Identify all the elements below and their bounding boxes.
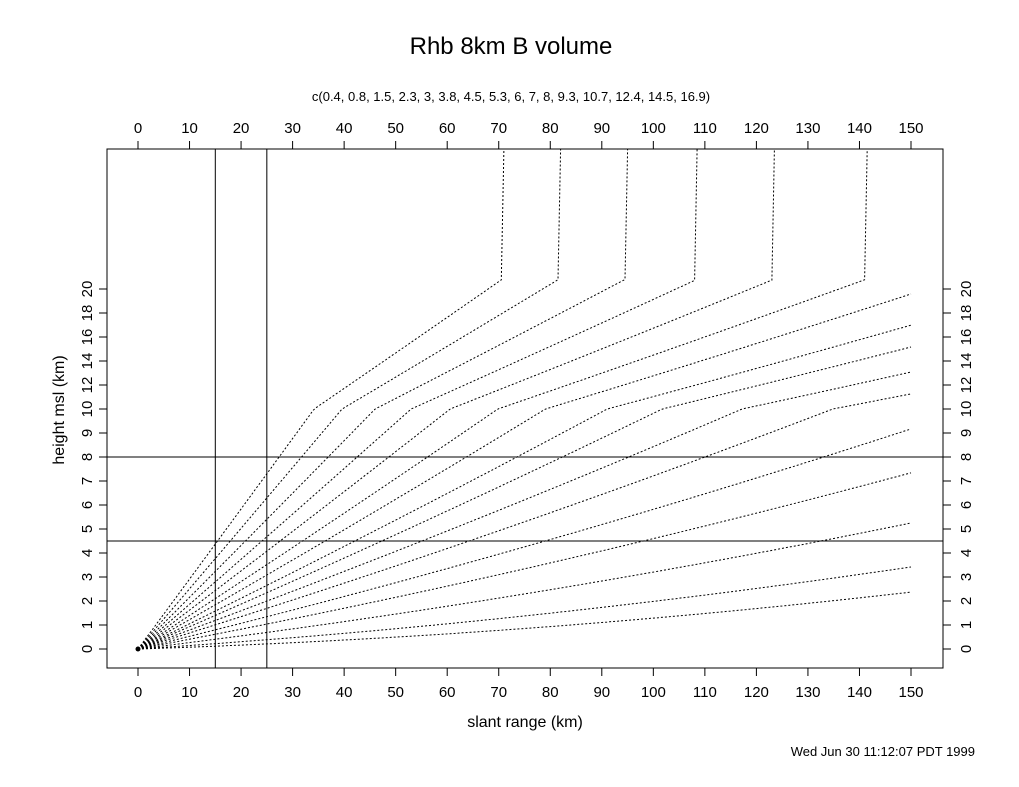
beam-line-0.4 [137,591,912,650]
beam-line-12.4 [137,148,629,650]
y-tick-label-left: 20 [79,281,96,298]
plot-frame [106,148,944,669]
x-tick-label-bottom: 140 [847,684,872,701]
x-tick-label-bottom: 110 [693,684,717,701]
x-tick-label-bottom: 100 [641,684,666,701]
x-tick-label-top: 100 [641,120,666,137]
y-tick-label-right: 7 [958,477,975,485]
y-tick-label-left: 3 [79,573,96,581]
x-tick-label-top: 20 [233,120,250,137]
y-tick-label-left: 8 [79,453,96,461]
y-tick-label-left: 4 [79,549,96,557]
y-tick-label-left: 10 [79,401,96,418]
y-tick-label-left: 2 [79,597,96,605]
x-tick-label-bottom: 150 [898,684,923,701]
beam-line-1.5 [137,522,912,650]
chart-title: Rhb 8km B volume [410,33,613,60]
y-tick-label-right: 2 [958,597,975,605]
x-tick-label-top: 0 [134,120,142,137]
x-tick-label-top: 140 [847,120,872,137]
beam-line-3.8 [137,393,912,650]
x-tick-label-bottom: 80 [542,684,559,701]
y-tick-label-right: 0 [958,645,975,653]
y-tick-label-right: 5 [958,525,975,533]
y-tick-label-right: 18 [958,305,975,322]
x-tick-label-bottom: 10 [181,684,198,701]
x-tick-label-top: 80 [542,120,559,137]
x-tick-label-top: 150 [898,120,923,137]
y-tick-label-left: 7 [79,477,96,485]
x-tick-label-bottom: 120 [744,684,769,701]
beam-line-3 [137,428,912,650]
x-tick-label-bottom: 130 [795,684,820,701]
x-tick-label-bottom: 60 [439,684,456,701]
x-tick-label-bottom: 70 [490,684,507,701]
x-tick-label-bottom: 30 [284,684,301,701]
x-tick-label-top: 10 [181,120,198,137]
y-tick-label-left: 9 [79,429,96,437]
x-tick-label-top: 50 [387,120,404,137]
beam-line-14.5 [137,148,562,650]
y-tick-label-right: 9 [958,429,975,437]
beam-line-8 [137,148,868,650]
x-tick-label-top: 60 [439,120,456,137]
beam-line-5.3 [137,346,912,650]
y-tick-label-right: 12 [958,377,975,394]
x-tick-label-bottom: 0 [134,684,142,701]
x-axis-label: slant range (km) [467,714,583,731]
chart-subtitle: c(0.4, 0.8, 1.5, 2.3, 3, 3.8, 4.5, 5.3, … [312,89,710,104]
y-tick-label-left: 14 [79,353,96,370]
beam-line-7 [137,293,912,650]
origin-point [135,646,141,652]
x-tick-label-bottom: 50 [387,684,404,701]
beam-line-10.7 [137,148,698,650]
y-tick-label-right: 1 [958,621,975,629]
x-tick-label-top: 90 [593,120,610,137]
y-tick-label-left: 1 [79,621,96,629]
y-axis-label: height msl (km) [51,355,68,464]
beam-line-6 [137,324,912,650]
y-tick-label-left: 6 [79,501,96,509]
x-tick-label-bottom: 90 [593,684,610,701]
chart-marks: 0010102020303040405050606070708080909010… [79,120,975,701]
y-tick-label-right: 3 [958,573,975,581]
y-tick-label-right: 4 [958,549,975,557]
timestamp: Wed Jun 30 11:12:07 PDT 1999 [791,744,975,759]
y-tick-label-left: 12 [79,377,96,394]
beam-line-4.5 [137,371,912,650]
y-tick-label-right: 20 [958,281,975,298]
x-tick-label-bottom: 40 [336,684,353,701]
x-tick-label-top: 30 [284,120,301,137]
x-tick-label-top: 120 [744,120,769,137]
y-tick-label-right: 10 [958,401,975,418]
y-tick-label-right: 14 [958,353,975,370]
y-tick-label-right: 8 [958,453,975,461]
x-tick-label-top: 40 [336,120,353,137]
y-tick-label-right: 6 [958,501,975,509]
x-tick-label-top: 70 [490,120,507,137]
x-tick-label-top: 110 [693,120,717,137]
y-tick-label-left: 0 [79,645,96,653]
y-tick-label-left: 16 [79,329,96,346]
y-tick-label-left: 5 [79,525,96,533]
beam-line-9.3 [137,148,775,650]
x-tick-label-bottom: 20 [233,684,250,701]
y-tick-label-left: 18 [79,305,96,322]
x-tick-label-top: 130 [795,120,820,137]
y-tick-label-right: 16 [958,329,975,346]
beam-line-0.8 [137,566,912,650]
beam-line-16.9 [137,148,505,650]
